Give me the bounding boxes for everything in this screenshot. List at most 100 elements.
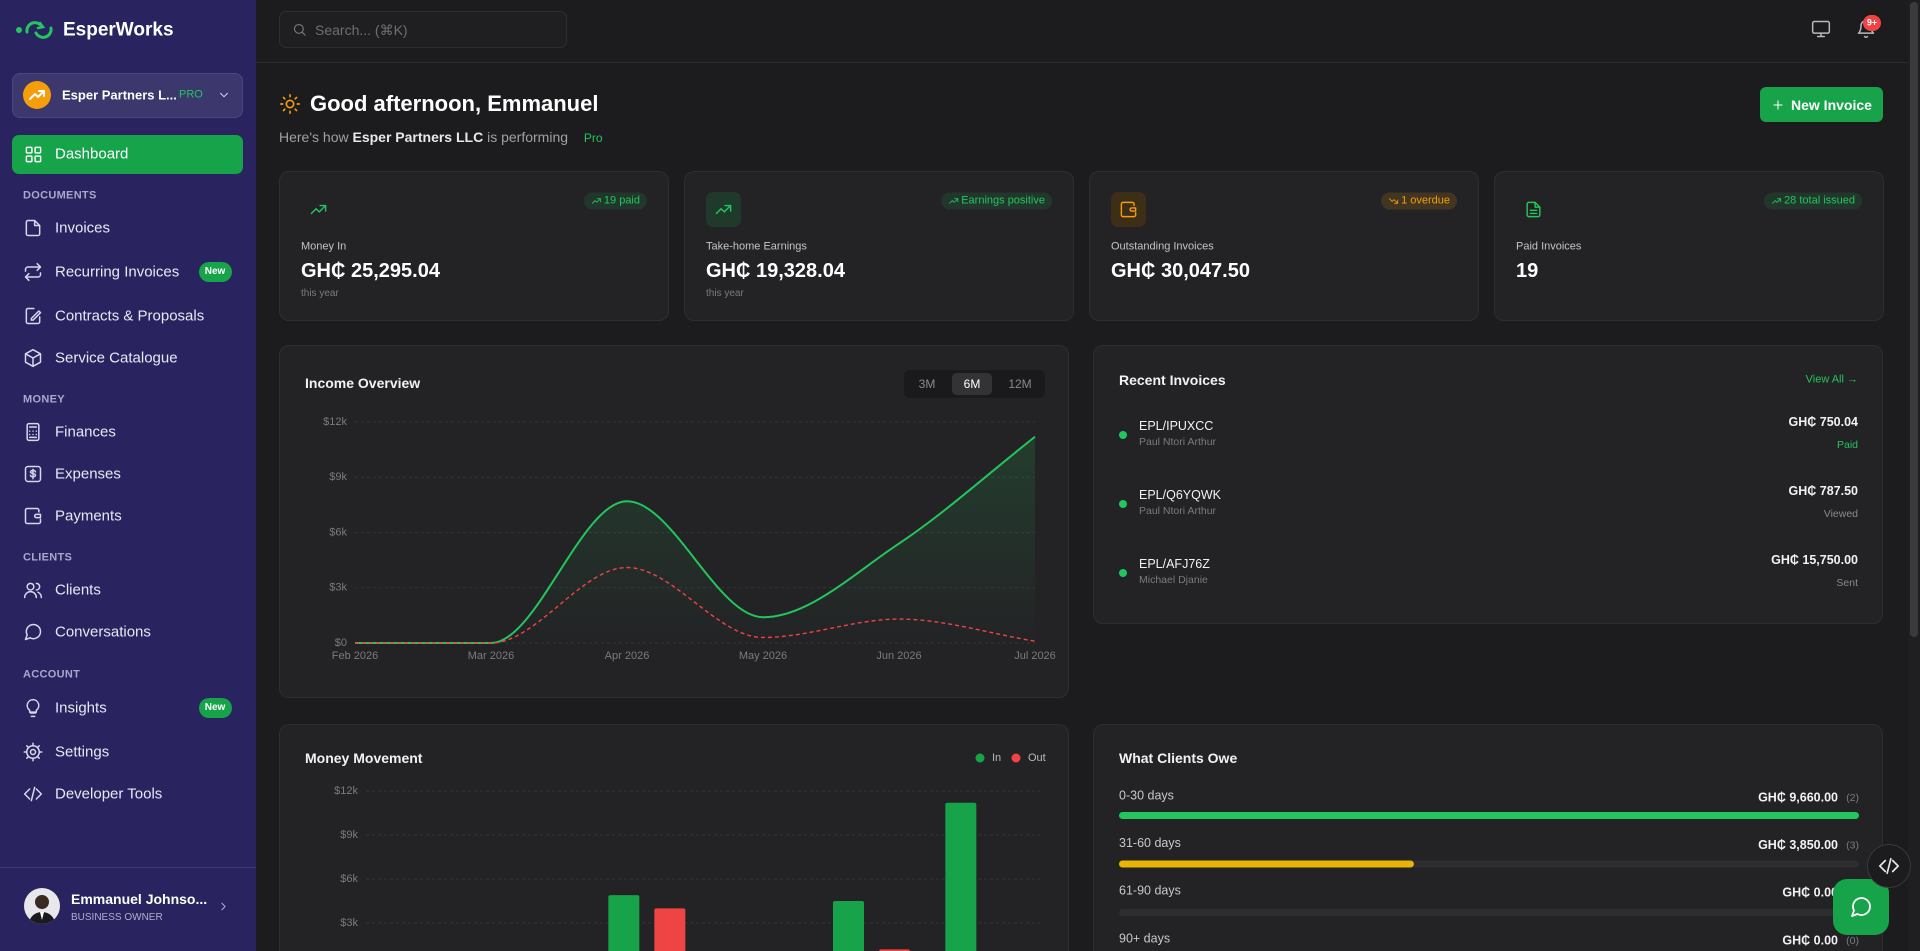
nav-item[interactable]: Payments — [55, 507, 122, 525]
code-icon — [1878, 855, 1900, 877]
badge-text: 1 overdue — [1401, 194, 1450, 207]
badge-text: Earnings positive — [961, 194, 1045, 207]
nav-item[interactable]: Finances — [55, 423, 116, 441]
badge-text: 28 total issued — [1784, 194, 1855, 207]
invoice-status: Paid — [1836, 438, 1858, 451]
stat-value: GH₵ 19,328.04 — [706, 260, 845, 282]
stat-note: this year — [706, 288, 744, 299]
header-border — [256, 62, 1920, 63]
nav-icon — [23, 218, 43, 238]
nav-icon — [24, 145, 43, 164]
badge-text: 19 paid — [603, 194, 640, 207]
monitor-icon[interactable] — [1811, 19, 1831, 39]
nav-item[interactable]: Service Catalogue — [55, 349, 178, 367]
company-name: Esper Partners LLC — [352, 129, 484, 145]
badge-icon — [948, 196, 959, 207]
user-name: Emmanuel Johnso... — [71, 891, 208, 907]
view-all-link[interactable]: View All → — [1805, 373, 1858, 386]
nav-item[interactable]: Dashboard — [55, 145, 129, 163]
stat-card — [1089, 171, 1479, 321]
invoice-number[interactable]: EPL/IPUXCC — [1139, 418, 1214, 433]
nav-icon — [23, 580, 43, 600]
chat-icon — [1849, 895, 1873, 919]
nav-badge: New — [204, 702, 226, 713]
subtitle-text: Here's how — [279, 129, 349, 145]
stat-label: Money In — [301, 240, 347, 253]
divider — [0, 867, 256, 868]
plus-icon — [1771, 98, 1785, 112]
card-title: Income Overview — [305, 375, 421, 391]
invoice-client: Paul Ntori Arthur — [1139, 435, 1217, 448]
stat-icon — [309, 200, 328, 219]
nav-section-title: DOCUMENTS — [23, 189, 97, 202]
nav-icon — [23, 262, 43, 282]
sun-icon — [279, 93, 301, 115]
logo-icon — [16, 21, 53, 39]
nav-icon — [23, 698, 43, 718]
nav-item[interactable]: Expenses — [55, 465, 121, 483]
greeting-subtitle: Here's how Esper Partners LLC is perform… — [279, 130, 603, 144]
search-icon — [292, 22, 307, 37]
user-avatar — [24, 888, 60, 924]
search-box[interactable] — [279, 11, 567, 48]
stat-badge: 1 overdue — [1381, 192, 1457, 210]
nav-icon — [23, 506, 43, 526]
stat-badge: 28 total issued — [1764, 192, 1862, 210]
nav-icon — [23, 742, 43, 762]
stat-badge: Earnings positive — [941, 192, 1052, 210]
nav-icon — [23, 306, 43, 326]
stat-card — [279, 171, 669, 321]
nav-icon — [23, 784, 43, 804]
search-placeholder: Search... (⌘K) — [315, 22, 408, 38]
nav-item[interactable]: Developer Tools — [55, 785, 163, 803]
invoice-amount: GH₵ 787.50 — [1788, 483, 1858, 498]
badge-icon — [1388, 196, 1399, 207]
nav-badge-bg — [199, 698, 232, 718]
invoice-amount: GH₵ 750.04 — [1788, 414, 1858, 429]
nav-item[interactable]: Insights — [55, 699, 107, 717]
invoice-amount: GH₵ 15,750.00 — [1771, 552, 1858, 567]
range-option[interactable]: 12M — [1008, 377, 1032, 391]
user-role: BUSINESS OWNER — [71, 912, 163, 923]
avatar-image — [29, 895, 55, 924]
org-name: Esper Partners L... — [62, 87, 177, 103]
stat-label: Paid Invoices — [1516, 240, 1582, 253]
stat-badge: 19 paid — [583, 192, 647, 210]
plan-badge: Pro — [583, 131, 603, 145]
stat-icon-box — [1111, 192, 1146, 227]
nav-item[interactable]: Recurring Invoices — [55, 263, 180, 281]
button-label[interactable]: New Invoice — [1791, 97, 1872, 113]
nav-item[interactable]: Settings — [55, 743, 110, 761]
nav-icon — [23, 464, 43, 484]
stat-note: this year — [301, 288, 339, 299]
nav-item[interactable]: Contracts & Proposals — [55, 307, 205, 325]
badge-icon — [1771, 196, 1782, 207]
invoice-number[interactable]: EPL/Q6YQWK — [1139, 487, 1221, 502]
nav-icon — [23, 422, 43, 442]
nav-active[interactable] — [12, 135, 243, 174]
stat-icon — [1119, 200, 1138, 219]
stat-icon-box — [706, 192, 741, 227]
nav-badge-bg — [199, 262, 232, 282]
notification-badge — [1863, 15, 1881, 31]
org-plan: PRO — [179, 88, 203, 101]
scrollbar-thumb[interactable] — [1910, 2, 1918, 637]
chat-button[interactable] — [1833, 879, 1889, 935]
chevron — [217, 88, 231, 102]
invoice-number[interactable]: EPL/AFJ76Z — [1139, 556, 1210, 571]
nav-item[interactable]: Conversations — [55, 623, 151, 641]
status-dot — [1119, 431, 1127, 439]
nav-item[interactable]: Invoices — [55, 219, 111, 237]
stat-value: 19 — [1516, 260, 1539, 282]
chevron[interactable] — [217, 900, 230, 913]
badge-icon — [591, 196, 602, 207]
range-option[interactable]: 3M — [918, 377, 936, 391]
brand[interactable]: EsperWorks — [63, 19, 174, 41]
range-option[interactable]: 6M — [963, 377, 981, 391]
card-title: Money Movement — [305, 750, 423, 766]
nav-item[interactable]: Clients — [55, 581, 101, 599]
stat-label: Take-home Earnings — [706, 240, 807, 253]
subtitle-text: is performing — [487, 129, 569, 145]
